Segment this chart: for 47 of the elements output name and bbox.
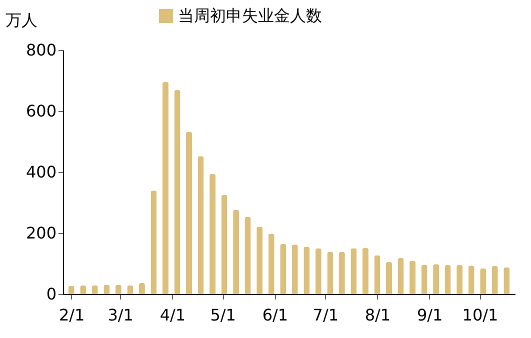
bar	[186, 132, 192, 294]
legend-label: 当周初申失业金人数	[178, 6, 322, 25]
bar	[150, 190, 157, 294]
bar	[174, 90, 180, 294]
x-tick-label: 4/1	[160, 306, 186, 324]
x-tick-label: 8/1	[364, 306, 391, 324]
bar	[256, 226, 263, 294]
bar	[292, 244, 298, 294]
bar	[386, 262, 392, 294]
bar	[315, 248, 322, 294]
y-tick-label: 600	[26, 102, 56, 120]
bar	[327, 252, 334, 294]
bar	[338, 252, 345, 294]
bar	[374, 255, 380, 294]
bar	[280, 244, 286, 294]
bar	[433, 264, 440, 294]
bar	[444, 265, 451, 294]
bar	[421, 264, 428, 294]
bar	[410, 260, 416, 294]
bar	[468, 266, 474, 294]
x-tick-label: 3/1	[108, 306, 134, 324]
bar	[398, 258, 404, 294]
y-tick-label: 800	[26, 40, 56, 60]
x-tick-label: 9/1	[416, 306, 443, 324]
bar	[198, 156, 204, 294]
bar	[162, 82, 168, 294]
bar	[456, 265, 463, 294]
y-tick-label: 200	[26, 224, 56, 242]
x-tick-label: 6/1	[262, 306, 288, 324]
y-tick-label: 400	[26, 162, 56, 182]
x-tick-label: 5/1	[210, 306, 236, 324]
bar	[221, 194, 228, 294]
bar	[304, 246, 310, 294]
y-tick-label: 0	[46, 284, 56, 304]
bar	[480, 268, 486, 294]
bar	[268, 234, 274, 294]
bar	[244, 216, 251, 294]
bar	[492, 266, 498, 294]
bar	[233, 210, 240, 294]
x-tick-label: 7/1	[312, 306, 339, 324]
y-axis-title: 万人	[6, 10, 38, 30]
bar	[350, 248, 357, 294]
bar	[362, 248, 368, 294]
bar	[504, 267, 510, 294]
x-tick-label: 2/1	[58, 306, 85, 324]
x-tick-label: 10/1	[462, 306, 498, 324]
bar	[210, 174, 216, 294]
